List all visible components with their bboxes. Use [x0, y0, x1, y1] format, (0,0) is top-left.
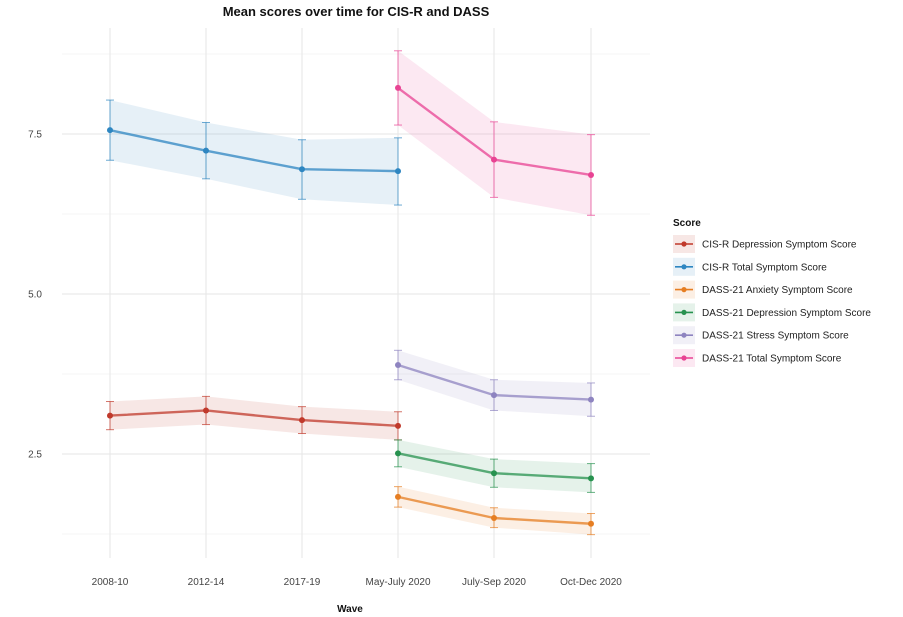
legend-title: Score [673, 218, 701, 229]
x-axis-title: Wave [337, 604, 363, 615]
data-point [588, 520, 594, 527]
confidence-ribbon [110, 100, 398, 206]
legend-key-point [681, 241, 687, 247]
x-tick-label: 2017-19 [284, 577, 321, 588]
legend-label: DASS-21 Anxiety Symptom Score [702, 285, 853, 296]
y-tick-label: 5.0 [28, 290, 42, 301]
legend-label: CIS-R Total Symptom Score [702, 262, 827, 273]
legend-key-point [681, 287, 687, 293]
x-tick-label: May-July 2020 [365, 577, 430, 588]
x-tick-label: 2012-14 [188, 577, 225, 588]
data-point [299, 417, 305, 424]
legend: Score CIS-R Depression Symptom Score CIS-… [673, 218, 871, 367]
data-point [588, 396, 594, 403]
chart-title: Mean scores over time for CIS-R and DASS [223, 4, 490, 19]
data-point [395, 362, 401, 369]
confidence-ribbons [110, 50, 591, 535]
series-line [109, 128, 399, 173]
y-axis-ticks: 2.5 5.0 7.5 [28, 130, 42, 461]
data-point [299, 166, 305, 173]
data-point [491, 156, 497, 163]
data-point [395, 168, 401, 175]
data-point [107, 127, 113, 134]
data-point [588, 171, 594, 178]
y-tick-label: 2.5 [28, 450, 42, 461]
data-point [395, 422, 401, 429]
data-point [395, 450, 401, 457]
legend-label: DASS-21 Total Symptom Score [702, 354, 842, 365]
legend-key-point [681, 332, 687, 338]
data-point [491, 470, 497, 477]
data-point [395, 493, 401, 500]
legend-label: DASS-21 Stress Symptom Score [702, 331, 849, 342]
series-line [109, 409, 399, 428]
x-tick-label: 2008-10 [92, 577, 129, 588]
x-axis-ticks: 2008-10 2012-14 2017-19 May-July 2020 July-S… [92, 577, 623, 588]
y-tick-label: 7.5 [28, 130, 42, 141]
confidence-ribbon [110, 396, 398, 440]
data-point [491, 392, 497, 399]
x-tick-label: July-Sep 2020 [462, 577, 526, 588]
data-point [491, 515, 497, 521]
legend-key-point [681, 355, 687, 361]
data-point [203, 147, 209, 154]
legend-label: DASS-21 Depression Symptom Score [702, 308, 871, 319]
data-point [588, 475, 594, 482]
data-point [395, 84, 401, 91]
x-tick-label: Oct-Dec 2020 [560, 577, 622, 588]
legend-key-point [681, 309, 687, 315]
legend-label: CIS-R Depression Symptom Score [702, 240, 857, 251]
data-point [203, 407, 209, 414]
series-points [107, 84, 594, 527]
legend-key-point [681, 264, 687, 270]
data-point [107, 412, 113, 419]
